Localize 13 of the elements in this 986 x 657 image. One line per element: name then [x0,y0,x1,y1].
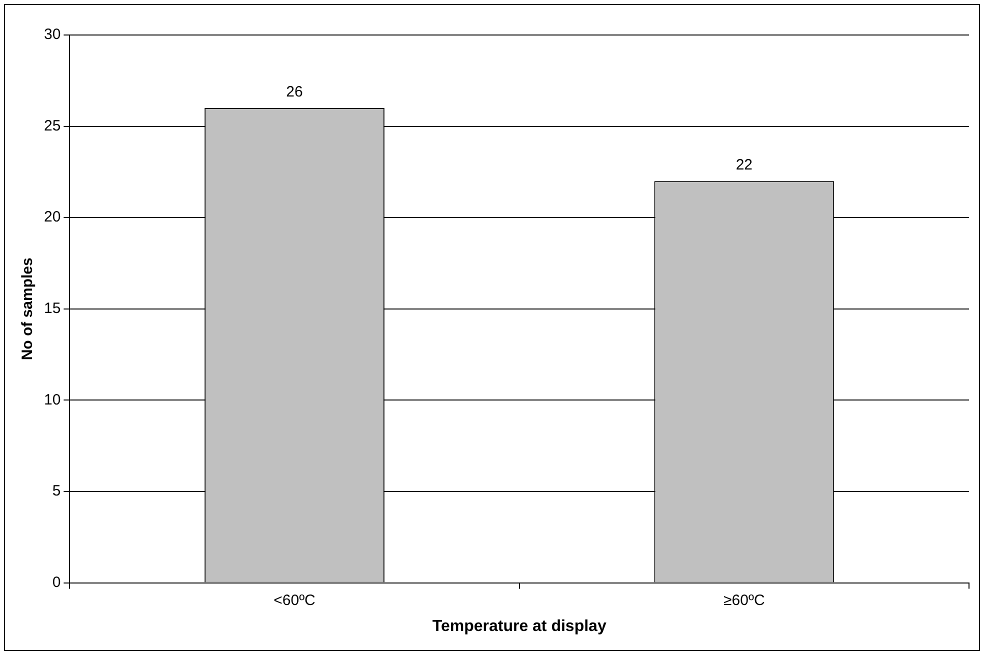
y-tick-label: 30 [44,26,61,44]
data-label: 26 [286,84,303,101]
x-axis-title: Temperature at display [432,618,606,635]
y-tick-label: 10 [44,391,61,408]
y-axis-title: No of samples [19,258,36,360]
y-tick-label: 5 [52,482,61,500]
y-tick-label: 20 [44,208,61,226]
data-label: 22 [736,156,753,174]
x-tick-label: <60ºC [274,592,316,609]
x-tick-label: ≥60ºC [724,592,765,609]
y-tick-label: 15 [44,300,61,318]
y-tick-label: 0 [52,574,61,591]
y-tick-label: 25 [44,117,61,134]
